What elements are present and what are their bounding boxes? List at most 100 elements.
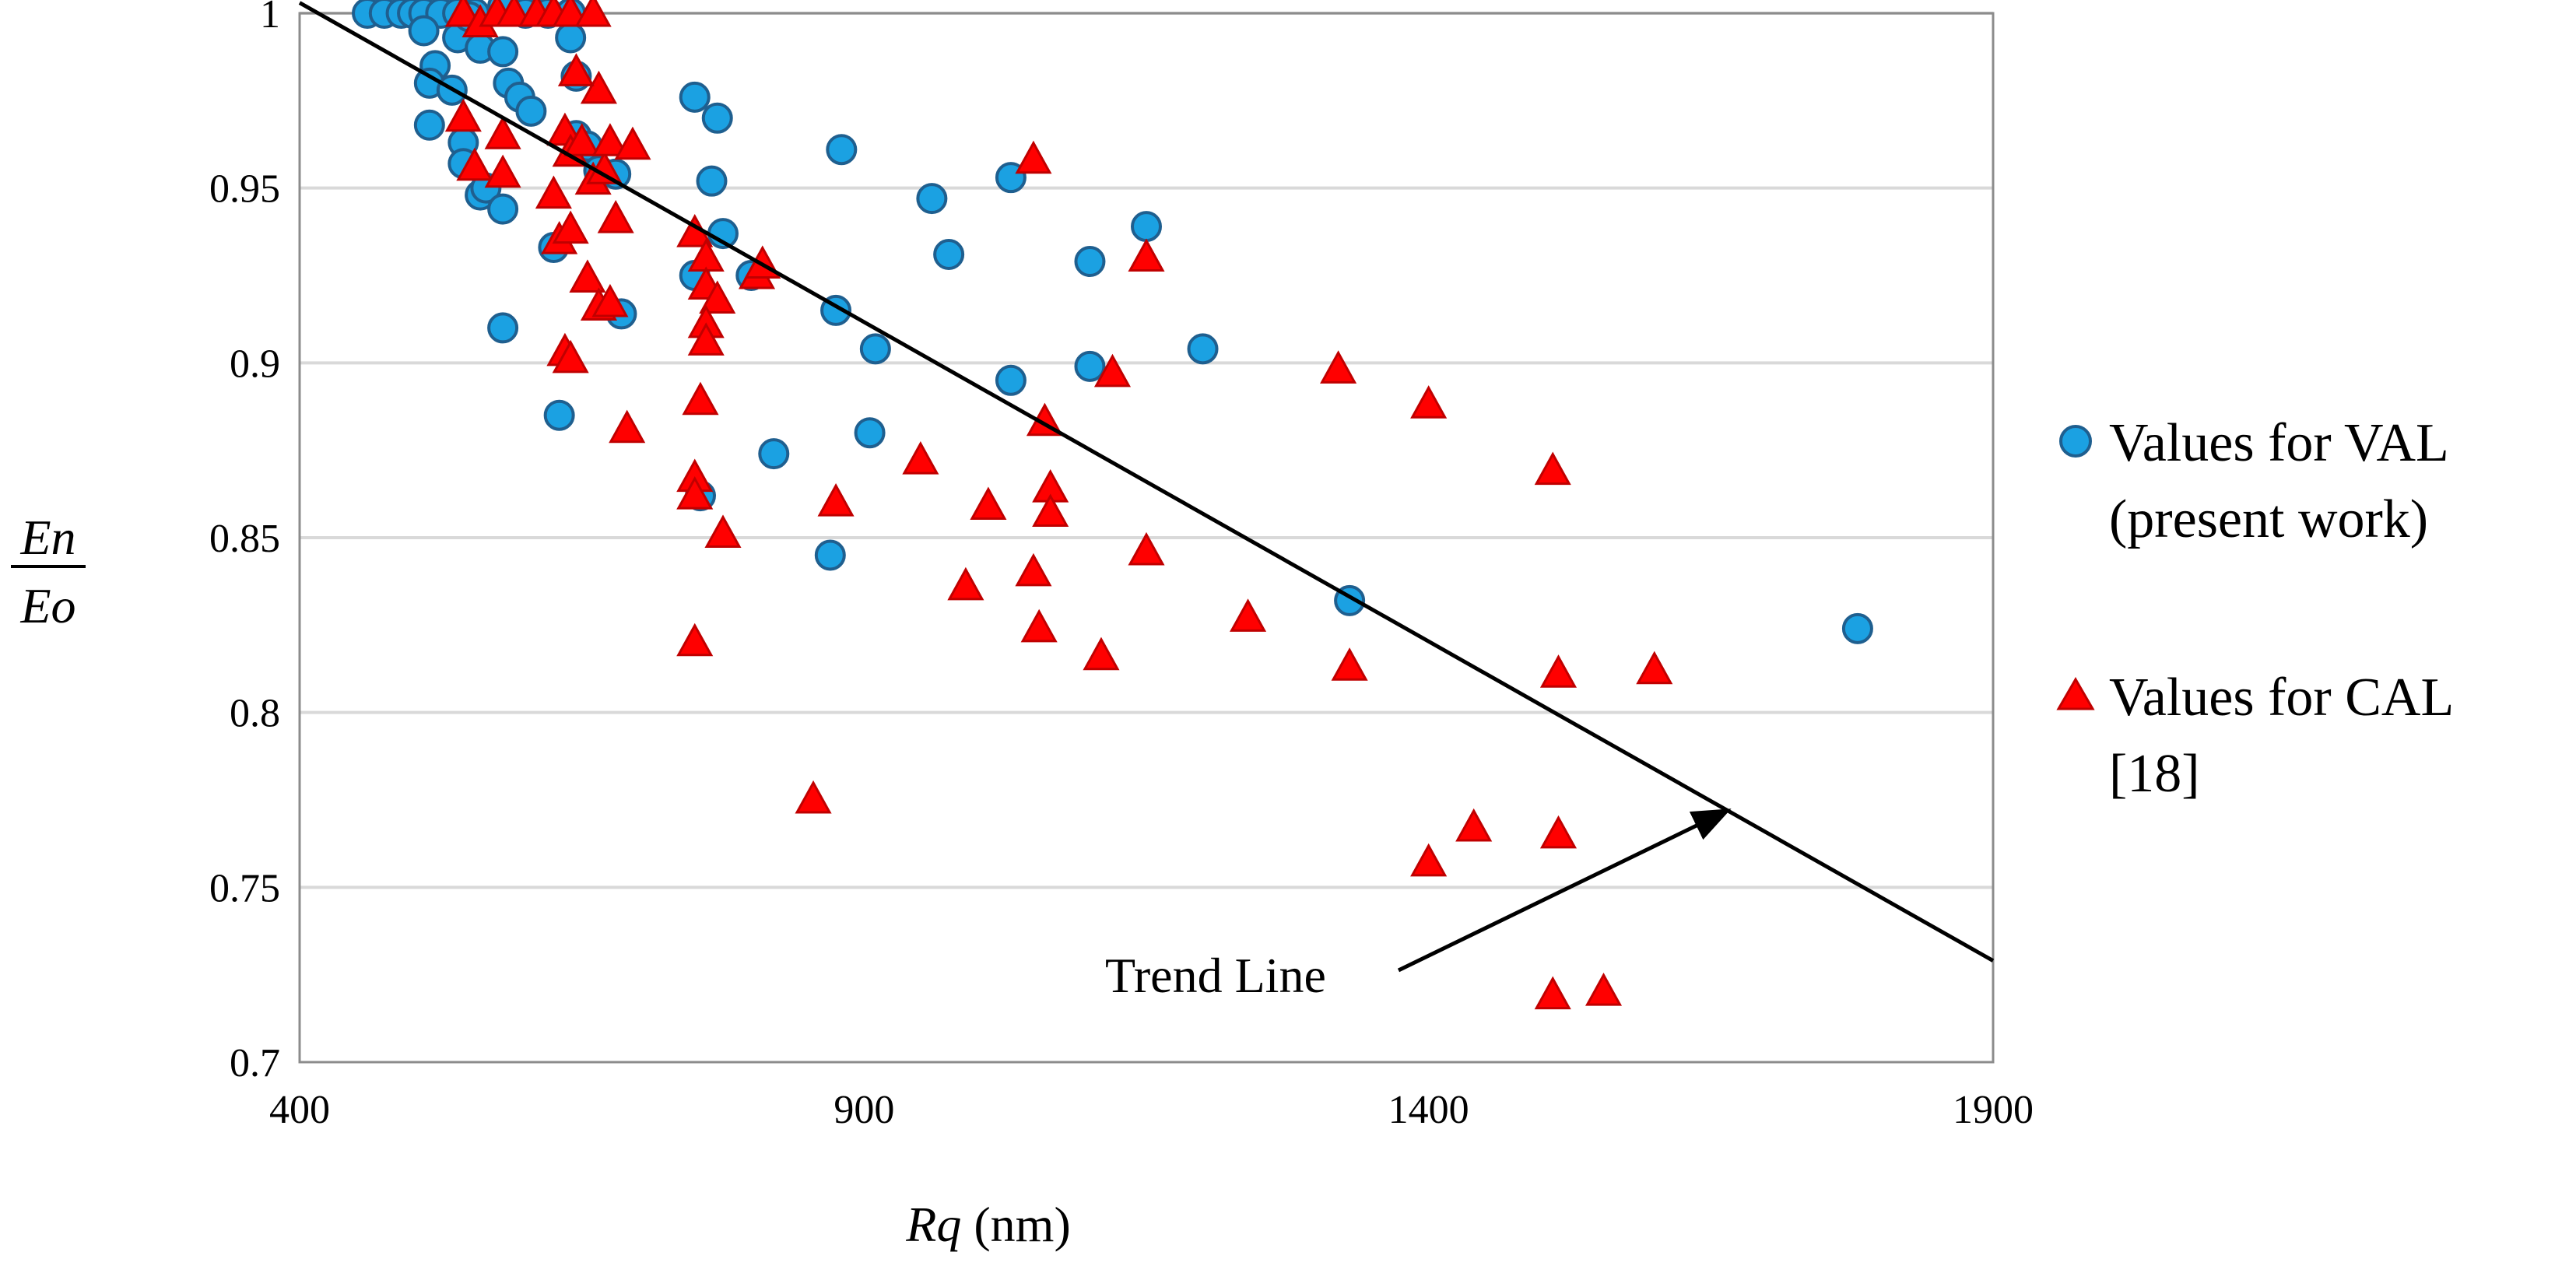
data-point-cal xyxy=(687,322,725,356)
legend-label-cal-line1: Values for CAL xyxy=(2109,668,2454,728)
data-point-cal xyxy=(552,0,589,27)
data-point-val xyxy=(1074,246,1106,278)
legend-label-val-line1: Values for VAL xyxy=(2109,413,2449,473)
trend-line-annotation-label: Trend Line xyxy=(1105,948,1326,1003)
x-axis-title-var: Rq xyxy=(905,1197,961,1252)
data-point-cal xyxy=(456,147,493,181)
data-point-val xyxy=(995,364,1027,396)
data-point-cal xyxy=(444,98,482,132)
data-point-cal xyxy=(1083,636,1120,671)
data-point-cal xyxy=(1128,531,1165,566)
data-point-cal xyxy=(580,70,617,104)
x-tick-label: 1900 xyxy=(1953,1088,2034,1132)
x-axis-title: Rq (nm) xyxy=(905,1197,1071,1252)
y-tick-label: 1 xyxy=(260,0,280,37)
x-tick-label: 400 xyxy=(269,1088,330,1132)
data-point-cal xyxy=(1015,552,1052,587)
data-point-cal xyxy=(1410,843,1448,877)
legend-marker-val xyxy=(2059,425,2092,458)
y-axis-title: En Eo xyxy=(11,510,86,633)
data-point-cal xyxy=(591,123,629,156)
y-tick-label: 0.95 xyxy=(209,167,280,212)
data-point-cal xyxy=(484,116,521,149)
data-point-cal xyxy=(1455,808,1493,842)
x-axis-title-unit: (nm) xyxy=(961,1197,1070,1252)
data-point-val xyxy=(916,183,948,215)
data-point-val xyxy=(413,109,445,141)
data-point-cal xyxy=(552,339,589,373)
data-point-val xyxy=(487,36,519,68)
data-point-val xyxy=(933,239,965,271)
plot-area-border xyxy=(298,12,1995,1064)
data-point-cal xyxy=(1032,493,1069,528)
data-point-cal xyxy=(1020,608,1058,643)
data-point-val xyxy=(696,165,728,197)
trend-line-annotation-arrow xyxy=(1397,808,1732,973)
data-point-cal xyxy=(970,486,1007,521)
data-point-cal xyxy=(1015,140,1052,174)
data-point-cal xyxy=(609,409,646,444)
data-point-cal xyxy=(682,381,719,416)
legend-marker-cal xyxy=(2056,677,2095,710)
data-point-cal xyxy=(574,0,612,27)
data-points xyxy=(352,0,1873,1010)
data-point-cal xyxy=(597,200,634,233)
data-point-cal xyxy=(1230,598,1267,632)
legend-label-cal-line2: [18] xyxy=(2109,744,2200,804)
y-tick-label: 0.9 xyxy=(230,342,280,386)
y-axis-title-denominator: Eo xyxy=(19,578,75,633)
data-point-val xyxy=(408,15,440,47)
data-point-cal xyxy=(902,441,939,475)
data-point-val xyxy=(854,417,886,449)
data-point-cal xyxy=(1539,654,1578,688)
data-point-cal xyxy=(1093,353,1132,388)
data-point-cal xyxy=(1585,973,1623,1006)
data-point-val xyxy=(555,22,587,54)
data-point-val xyxy=(1187,333,1219,365)
data-point-cal xyxy=(795,780,832,814)
data-point-cal xyxy=(444,0,482,27)
data-point-val xyxy=(487,312,519,344)
legend-label-val-line2: (present work) xyxy=(2109,489,2428,549)
data-point-val xyxy=(758,438,790,470)
x-tick-label: 1400 xyxy=(1388,1088,1469,1132)
y-axis-tick-labels: 0.7 0.75 0.8 0.85 0.9 0.95 1 xyxy=(209,0,280,1085)
data-point-val xyxy=(679,81,711,113)
data-point-cal xyxy=(569,259,606,293)
legend: Values for VAL (present work) Values for… xyxy=(2056,413,2454,804)
data-point-val xyxy=(701,102,733,134)
data-point-val xyxy=(1131,211,1162,243)
data-point-cal xyxy=(676,475,714,510)
data-point-cal xyxy=(1636,651,1673,685)
data-point-cal xyxy=(563,123,601,156)
data-point-cal xyxy=(1410,385,1448,419)
y-tick-label: 0.8 xyxy=(230,692,280,736)
data-point-cal xyxy=(947,566,984,601)
data-point-cal xyxy=(1128,238,1165,272)
data-point-cal xyxy=(1534,976,1571,1010)
data-point-val xyxy=(826,134,858,166)
data-point-cal xyxy=(496,0,533,27)
data-point-cal xyxy=(557,53,595,86)
data-point-cal xyxy=(817,482,855,517)
data-point-val xyxy=(1841,612,1873,644)
data-point-cal xyxy=(676,622,714,657)
data-point-cal xyxy=(614,126,651,160)
data-point-cal xyxy=(1320,350,1357,384)
data-point-cal xyxy=(586,151,623,184)
data-point-cal xyxy=(1331,647,1368,681)
data-point-val xyxy=(1074,350,1106,382)
data-point-val xyxy=(487,193,519,225)
data-point-cal xyxy=(704,514,742,549)
data-point-val xyxy=(814,539,846,571)
data-point-cal xyxy=(535,175,572,209)
data-point-cal xyxy=(1534,451,1571,486)
y-tick-label: 0.7 xyxy=(230,1041,280,1085)
y-axis-title-numerator: En xyxy=(19,510,75,565)
data-point-val xyxy=(543,399,575,431)
data-point-cal xyxy=(699,280,736,314)
y-tick-label: 0.75 xyxy=(209,866,280,910)
x-axis-tick-labels: 400 900 1400 1900 xyxy=(269,1088,2034,1132)
